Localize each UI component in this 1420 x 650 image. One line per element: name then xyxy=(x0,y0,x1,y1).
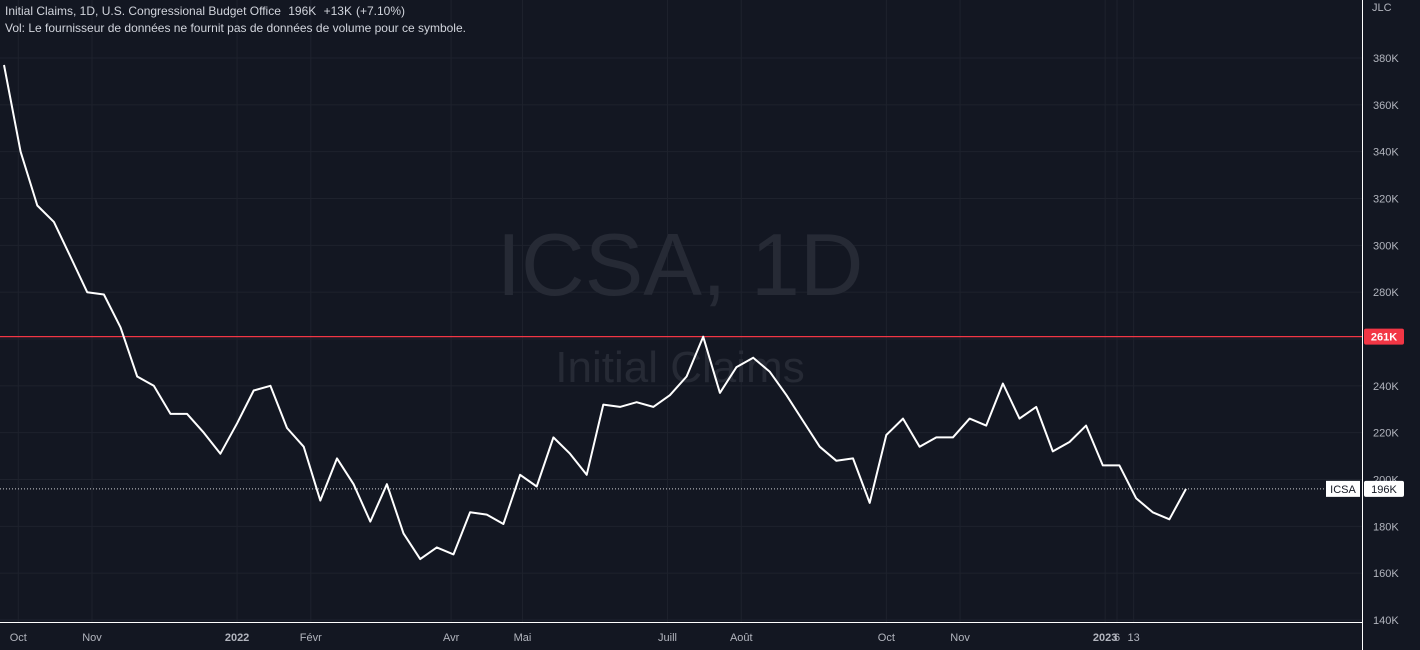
x-tick-label: Oct xyxy=(878,632,895,644)
x-tick-label: Juill xyxy=(658,632,677,644)
y-tick-label: 280K xyxy=(1373,287,1399,299)
x-tick-label: 2023 xyxy=(1093,632,1117,644)
hline-price-label: 261K xyxy=(1371,332,1397,344)
y-tick-label: 380K xyxy=(1373,53,1399,65)
y-tick-label: 360K xyxy=(1373,100,1399,112)
y-tick-label: 340K xyxy=(1373,147,1399,159)
y-tick-label: 320K xyxy=(1373,194,1399,206)
x-tick-label: Avr xyxy=(443,632,460,644)
series-line-icsa[interactable] xyxy=(3,64,1187,561)
series-layer xyxy=(3,64,1187,561)
series-name-tag-box xyxy=(1326,480,1360,497)
x-tick-label: 2022 xyxy=(225,632,249,644)
change-value: +13K xyxy=(323,4,352,18)
legend: Initial Claims, 1D, U.S. Congressional B… xyxy=(5,3,466,37)
y-tick-label: 220K xyxy=(1373,428,1399,440)
y-tick-label: 300K xyxy=(1373,240,1399,252)
x-tick-label: Févr xyxy=(300,632,322,644)
x-tick-label: Nov xyxy=(82,632,102,644)
grid xyxy=(0,0,1362,622)
x-tick-label: 13 xyxy=(1128,632,1140,644)
x-tick-label: 6 xyxy=(1114,632,1120,644)
corner-label[interactable]: JLC xyxy=(1372,2,1392,14)
y-tick-label: 160K xyxy=(1373,568,1399,580)
last-price-label-box xyxy=(1364,480,1404,497)
watermark-symbol: ICSA, 1D xyxy=(497,215,864,314)
volume-note: Vol: Le fournisseur de données ne fourni… xyxy=(5,21,466,35)
hline-price-label-box xyxy=(1364,328,1404,345)
series-title[interactable]: Initial Claims, 1D, U.S. Congressional B… xyxy=(5,4,281,18)
y-tick-label: 140K xyxy=(1373,615,1399,627)
last-price-label: 196K xyxy=(1371,484,1397,496)
series-name-tag: ICSA xyxy=(1330,484,1356,496)
y-tick-label: 240K xyxy=(1373,381,1399,393)
watermark: ICSA, 1D Initial Claims xyxy=(497,215,864,392)
change-percent: (+7.10%) xyxy=(355,4,406,18)
x-tick-label: Août xyxy=(730,632,753,644)
x-tick-label: Oct xyxy=(10,632,27,644)
last-value: 196K xyxy=(288,4,317,18)
x-tick-label: Nov xyxy=(950,632,970,644)
x-tick-label: Mai xyxy=(514,632,532,644)
y-tick-label: 180K xyxy=(1373,521,1399,533)
price-labels: 261K ICSA 196K xyxy=(1326,328,1404,497)
legend-line-1: Initial Claims, 1D, U.S. Congressional B… xyxy=(5,3,466,20)
